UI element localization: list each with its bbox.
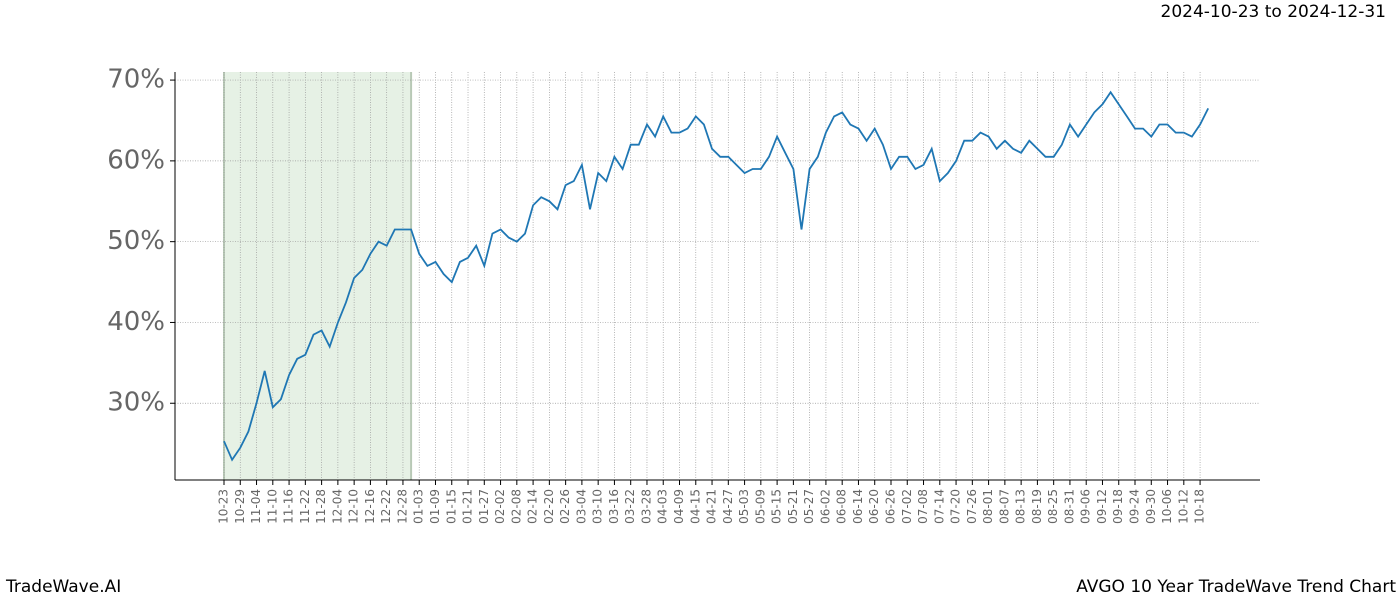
x-tick-label: 05-03 <box>737 489 751 524</box>
x-tick-label: 11-10 <box>265 489 279 524</box>
x-tick-label: 01-27 <box>477 489 491 524</box>
x-tick-label: 11-22 <box>298 489 312 524</box>
x-tick-label: 02-14 <box>526 489 540 524</box>
x-tick-label: 10-18 <box>1193 489 1207 524</box>
x-tick-label: 08-31 <box>1062 489 1076 524</box>
x-tick-label: 04-21 <box>705 489 719 524</box>
x-tick-label: 03-10 <box>591 489 605 524</box>
x-tick-label: 07-08 <box>916 489 930 524</box>
x-tick-label: 05-15 <box>770 489 784 524</box>
x-tick-label: 01-15 <box>444 489 458 524</box>
x-tick-label: 12-22 <box>379 489 393 524</box>
y-tick-label: 30% <box>107 388 165 418</box>
x-tick-label: 06-02 <box>818 489 832 524</box>
x-tick-label: 09-18 <box>1111 489 1125 524</box>
x-tick-label: 04-03 <box>656 489 670 524</box>
series-line <box>223 90 1210 462</box>
x-tick-label: 07-02 <box>900 489 914 524</box>
x-tick-label: 02-26 <box>558 489 572 524</box>
x-tick-label: 06-26 <box>883 489 897 524</box>
x-tick-label: 06-14 <box>851 489 865 524</box>
x-tick-label: 10-06 <box>1160 489 1174 524</box>
x-tick-label: 08-25 <box>1046 489 1060 524</box>
x-tick-label: 08-19 <box>1030 489 1044 524</box>
x-tick-label: 06-20 <box>867 489 881 524</box>
x-tick-label: 05-09 <box>753 489 767 524</box>
x-tick-label: 12-16 <box>363 489 377 524</box>
x-tick-label: 02-20 <box>542 489 556 524</box>
x-tick-label: 08-07 <box>997 489 1011 524</box>
y-tick-label: 40% <box>107 307 165 337</box>
x-tick-label: 12-28 <box>395 489 409 524</box>
x-tick-label: 03-04 <box>574 489 588 524</box>
x-tick-label: 04-15 <box>688 489 702 524</box>
x-tick-label: 08-01 <box>981 489 995 524</box>
x-tick-label: 01-21 <box>461 489 475 524</box>
x-tick-label: 09-06 <box>1079 489 1093 524</box>
y-tick-label: 50% <box>107 226 165 256</box>
x-tick-label: 06-08 <box>835 489 849 524</box>
x-tick-label: 11-04 <box>249 489 263 524</box>
x-tick-label: 12-04 <box>330 489 344 524</box>
x-tick-label: 11-28 <box>314 489 328 524</box>
x-tick-label: 10-12 <box>1176 489 1190 524</box>
highlight-band <box>224 72 412 480</box>
x-tick-label: 09-24 <box>1128 489 1142 524</box>
x-tick-label: 09-12 <box>1095 489 1109 524</box>
x-tick-label: 05-21 <box>786 489 800 524</box>
x-tick-label: 05-27 <box>802 489 816 524</box>
x-tick-label: 08-13 <box>1014 489 1028 524</box>
x-tick-label: 01-03 <box>412 489 426 524</box>
y-tick-label: 60% <box>107 145 165 175</box>
x-tick-label: 03-16 <box>607 489 621 524</box>
x-tick-label: 07-26 <box>965 489 979 524</box>
x-tick-label: 10-23 <box>217 489 231 524</box>
x-tick-label: 02-08 <box>509 489 523 524</box>
x-tick-label: 12-10 <box>347 489 361 524</box>
x-tick-label: 11-16 <box>282 489 296 524</box>
x-tick-label: 03-28 <box>639 489 653 524</box>
x-tick-label: 02-02 <box>493 489 507 524</box>
x-tick-label: 09-30 <box>1144 489 1158 524</box>
x-tick-label: 07-20 <box>949 489 963 524</box>
y-tick-label: 70% <box>107 65 165 95</box>
footer-left: TradeWave.AI <box>5 577 121 597</box>
chart-title: 2024-10-23 to 2024-12-31 <box>1161 2 1386 22</box>
footer-right: AVGO 10 Year TradeWave Trend Chart <box>1076 577 1396 597</box>
x-tick-label: 10-29 <box>233 489 247 524</box>
x-tick-label: 04-27 <box>721 489 735 524</box>
x-tick-label: 07-14 <box>932 489 946 524</box>
x-tick-label: 04-09 <box>672 489 686 524</box>
x-tick-label: 01-09 <box>428 489 442 524</box>
x-tick-label: 03-22 <box>623 489 637 524</box>
